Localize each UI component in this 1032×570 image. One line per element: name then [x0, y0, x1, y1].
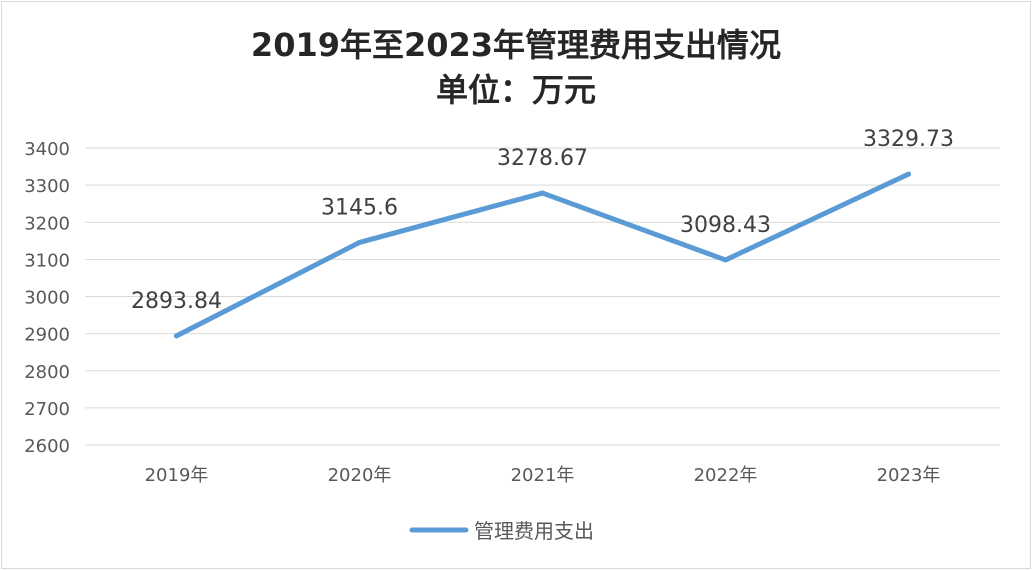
data-label: 2893.84 — [131, 289, 222, 314]
y-tick-label: 2600 — [24, 436, 70, 457]
data-point — [906, 171, 911, 177]
series-line — [174, 171, 911, 339]
x-tick-label: 2023年 — [877, 465, 941, 486]
x-tick-label: 2020年 — [328, 465, 392, 486]
data-point — [357, 239, 362, 245]
y-tick-label: 3000 — [24, 288, 70, 309]
data-label: 3278.67 — [497, 146, 588, 171]
x-tick-label: 2019年 — [145, 465, 209, 486]
x-tick-label: 2022年 — [694, 465, 758, 486]
y-tick-label: 2800 — [24, 362, 70, 383]
legend-label: 管理费用支出 — [474, 519, 594, 543]
y-tick-label: 3400 — [24, 139, 70, 160]
y-tick-label: 3100 — [24, 250, 70, 271]
data-point — [174, 333, 179, 339]
data-label: 3145.6 — [321, 195, 398, 220]
chart-subtitle: 单位：万元 — [436, 71, 596, 109]
x-tick-label: 2021年 — [511, 465, 575, 486]
chart-title: 2019年至2023年管理费用支出情况 — [251, 26, 781, 64]
data-point — [723, 257, 728, 263]
data-label: 3329.73 — [863, 127, 954, 152]
data-label: 3098.43 — [680, 213, 771, 238]
y-tick-label: 2700 — [24, 399, 70, 420]
y-tick-label: 2900 — [24, 325, 70, 346]
y-tick-label: 3300 — [24, 176, 70, 197]
data-point — [540, 190, 545, 196]
y-tick-label: 3200 — [24, 213, 70, 234]
